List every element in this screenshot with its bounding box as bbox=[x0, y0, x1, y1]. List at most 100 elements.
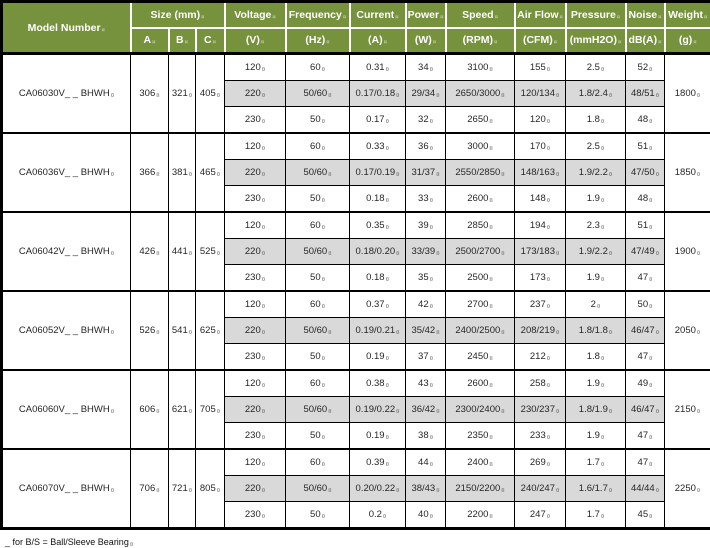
noise-cell: 49 bbox=[626, 370, 665, 397]
current-cell: 0.19/0.21 bbox=[350, 318, 406, 344]
current-cell: 0.18/0.20 bbox=[350, 239, 406, 265]
speed-cell: 2450 bbox=[446, 344, 515, 371]
size-a-cell: 606 bbox=[131, 370, 169, 449]
current-cell: 0.2 bbox=[350, 502, 406, 529]
voltage-cell: 120 bbox=[225, 370, 286, 397]
airflow-cell: 148 bbox=[515, 186, 566, 213]
voltage-cell: 220 bbox=[225, 318, 286, 344]
frequency-cell: 60 bbox=[286, 370, 350, 397]
voltage-cell: 220 bbox=[225, 397, 286, 423]
airflow-cell: 173/183 bbox=[515, 239, 566, 265]
frequency-cell: 50/60 bbox=[286, 160, 350, 186]
noise-cell: 46/47 bbox=[626, 318, 665, 344]
frequency-cell: 50 bbox=[286, 423, 350, 450]
header-frequency: Frequency bbox=[286, 2, 350, 28]
pressure-cell: 1.9/2.2 bbox=[566, 160, 626, 186]
airflow-cell: 247 bbox=[515, 502, 566, 529]
model-number-cell: CA06030V_ _ BHWH bbox=[2, 54, 131, 134]
noise-cell: 48 bbox=[626, 107, 665, 134]
frequency-cell: 60 bbox=[286, 133, 350, 160]
speed-cell: 2700 bbox=[446, 291, 515, 318]
noise-cell: 47 bbox=[626, 449, 665, 476]
power-cell: 34 bbox=[406, 54, 446, 81]
pressure-cell: 2.5 bbox=[566, 54, 626, 81]
table-body: CA06030V_ _ BHWH306321405120600.31343100… bbox=[2, 54, 710, 529]
spec-row: CA06036V_ _ BHWH366381465120600.33363000… bbox=[2, 133, 710, 160]
header-unit-noise: dB(A) bbox=[626, 28, 665, 54]
current-cell: 0.35 bbox=[350, 212, 406, 239]
frequency-cell: 50 bbox=[286, 186, 350, 213]
current-cell: 0.19 bbox=[350, 423, 406, 450]
size-b-cell: 721 bbox=[169, 449, 196, 529]
airflow-cell: 173 bbox=[515, 265, 566, 292]
noise-cell: 48/51 bbox=[626, 81, 665, 107]
header-model-number: Model Number bbox=[2, 2, 131, 54]
current-cell: 0.39 bbox=[350, 449, 406, 476]
noise-cell: 52 bbox=[626, 54, 665, 81]
frequency-cell: 50 bbox=[286, 265, 350, 292]
speed-cell: 2400/2500 bbox=[446, 318, 515, 344]
noise-cell: 46/47 bbox=[626, 397, 665, 423]
power-cell: 42 bbox=[406, 291, 446, 318]
model-number-cell: CA06060V_ _ BHWH bbox=[2, 370, 131, 449]
airflow-cell: 120 bbox=[515, 107, 566, 134]
pressure-cell: 1.7 bbox=[566, 449, 626, 476]
airflow-cell: 148/163 bbox=[515, 160, 566, 186]
current-cell: 0.19 bbox=[350, 344, 406, 371]
frequency-cell: 50/60 bbox=[286, 81, 350, 107]
power-cell: 36/42 bbox=[406, 397, 446, 423]
pressure-cell: 1.9 bbox=[566, 423, 626, 450]
power-cell: 39 bbox=[406, 212, 446, 239]
pressure-cell: 1.9 bbox=[566, 186, 626, 213]
speed-cell: 2550/2850 bbox=[446, 160, 515, 186]
header-unit-power: (W) bbox=[406, 28, 446, 54]
size-b-cell: 321 bbox=[169, 54, 196, 134]
airflow-cell: 233 bbox=[515, 423, 566, 450]
power-cell: 35/42 bbox=[406, 318, 446, 344]
current-cell: 0.19/0.22 bbox=[350, 397, 406, 423]
airflow-cell: 212 bbox=[515, 344, 566, 371]
power-cell: 44 bbox=[406, 449, 446, 476]
pressure-cell: 2.5 bbox=[566, 133, 626, 160]
model-number-cell: CA06036V_ _ BHWH bbox=[2, 133, 131, 212]
frequency-cell: 50 bbox=[286, 502, 350, 529]
frequency-cell: 50/60 bbox=[286, 476, 350, 502]
size-a-cell: 426 bbox=[131, 212, 169, 291]
size-a-cell: 366 bbox=[131, 133, 169, 212]
current-cell: 0.18 bbox=[350, 186, 406, 213]
size-b-cell: 621 bbox=[169, 370, 196, 449]
spec-row: CA06030V_ _ BHWH306321405120600.31343100… bbox=[2, 54, 710, 81]
size-c-cell: 465 bbox=[196, 133, 225, 212]
header-unit-voltage: (V) bbox=[225, 28, 286, 54]
airflow-cell: 258 bbox=[515, 370, 566, 397]
speed-cell: 2400 bbox=[446, 449, 515, 476]
voltage-cell: 230 bbox=[225, 502, 286, 529]
noise-cell: 47/50 bbox=[626, 160, 665, 186]
power-cell: 33/39 bbox=[406, 239, 446, 265]
spec-row: CA06042V_ _ BHWH426441525120600.35392850… bbox=[2, 212, 710, 239]
weight-cell: 2250 bbox=[665, 449, 710, 529]
noise-cell: 45 bbox=[626, 502, 665, 529]
noise-cell: 47 bbox=[626, 265, 665, 292]
voltage-cell: 230 bbox=[225, 423, 286, 450]
header-noise: Noise bbox=[626, 2, 665, 28]
voltage-cell: 120 bbox=[225, 54, 286, 81]
airflow-cell: 240/247 bbox=[515, 476, 566, 502]
speed-cell: 2350 bbox=[446, 423, 515, 450]
speed-cell: 2650/3000 bbox=[446, 81, 515, 107]
voltage-cell: 230 bbox=[225, 344, 286, 371]
frequency-cell: 50/60 bbox=[286, 318, 350, 344]
pressure-cell: 2.3 bbox=[566, 212, 626, 239]
size-c-cell: 705 bbox=[196, 370, 225, 449]
power-cell: 29/34 bbox=[406, 81, 446, 107]
voltage-cell: 220 bbox=[225, 160, 286, 186]
pressure-cell: 1.9/2.2 bbox=[566, 239, 626, 265]
size-c-cell: 625 bbox=[196, 291, 225, 370]
airflow-cell: 208/219 bbox=[515, 318, 566, 344]
header-weight: Weight bbox=[665, 2, 710, 28]
airflow-cell: 155 bbox=[515, 54, 566, 81]
speed-cell: 2500/2700 bbox=[446, 239, 515, 265]
weight-cell: 2050 bbox=[665, 291, 710, 370]
size-a-cell: 526 bbox=[131, 291, 169, 370]
header-unit-current: (A) bbox=[350, 28, 406, 54]
